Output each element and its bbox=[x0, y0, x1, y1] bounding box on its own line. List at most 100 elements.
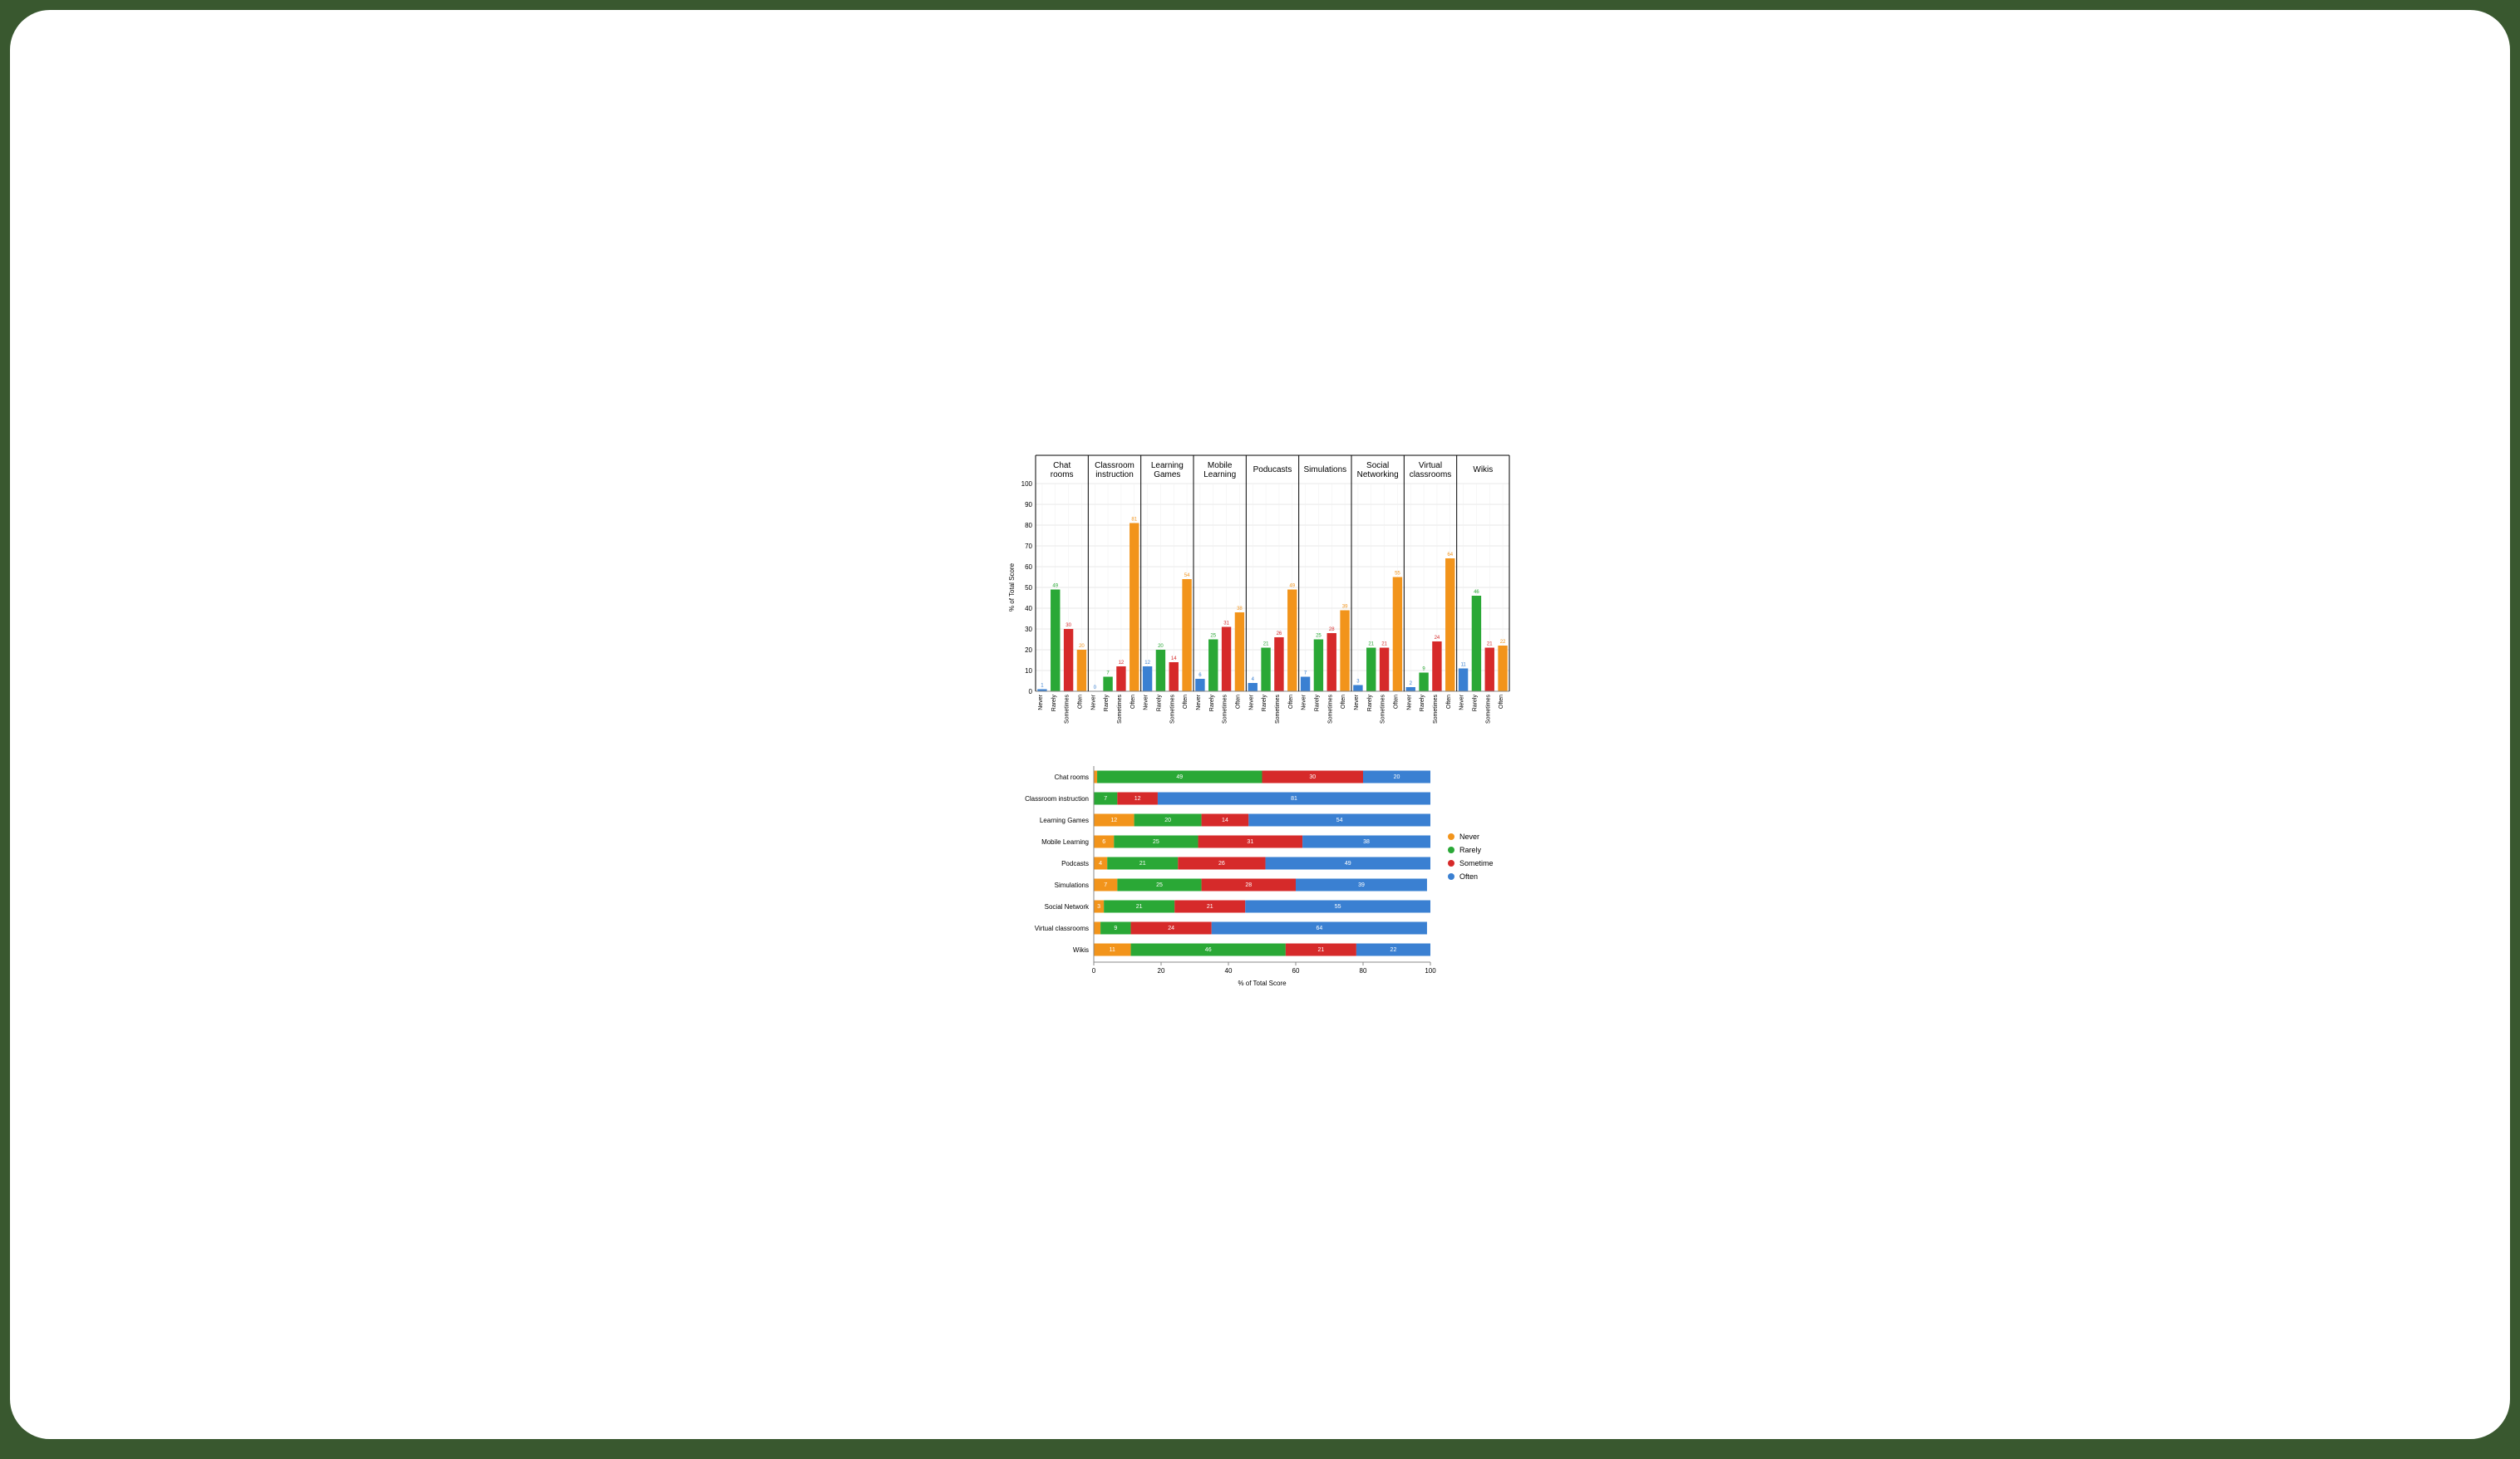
row-label: Chat rooms bbox=[1055, 774, 1089, 781]
svg-text:90: 90 bbox=[1025, 501, 1032, 508]
bar bbox=[1064, 629, 1073, 691]
x-tick-label: Rarely bbox=[1314, 695, 1320, 712]
category-label: Chat bbox=[1053, 461, 1071, 470]
bar-value-label: 20 bbox=[1079, 644, 1085, 649]
x-tick-label: Rarely bbox=[1209, 695, 1215, 712]
x-axis-title: % of Total Score bbox=[1238, 980, 1287, 987]
legend-swatch bbox=[1448, 860, 1454, 867]
row-label: Wikis bbox=[1073, 946, 1089, 954]
x-tick-label: Never bbox=[1248, 694, 1254, 710]
bar bbox=[1287, 590, 1297, 692]
segment-value: 28 bbox=[1245, 882, 1252, 888]
x-tick-label: Rarely bbox=[1051, 695, 1057, 712]
row-label: Virtual classrooms bbox=[1035, 925, 1089, 932]
bar bbox=[1419, 673, 1428, 692]
x-tick-label: Often bbox=[1446, 695, 1452, 709]
x-tick-label: Often bbox=[1341, 695, 1346, 709]
svg-text:50: 50 bbox=[1025, 584, 1032, 592]
bar-value-label: 7 bbox=[1106, 671, 1110, 676]
bar-value-label: 49 bbox=[1289, 584, 1295, 589]
x-tick-label: 80 bbox=[1360, 967, 1367, 975]
bar bbox=[1156, 650, 1165, 691]
category-label: Poducasts bbox=[1253, 465, 1292, 474]
x-tick-label: Never bbox=[1144, 694, 1149, 710]
bar-value-label: 9 bbox=[1422, 667, 1425, 672]
x-tick-label: Often bbox=[1235, 695, 1241, 709]
bar-value-label: 3 bbox=[1356, 680, 1360, 685]
segment-value: 30 bbox=[1309, 774, 1316, 780]
bar-value-label: 14 bbox=[1171, 656, 1177, 661]
bar-value-label: 81 bbox=[1131, 518, 1137, 523]
segment-value: 7 bbox=[1104, 882, 1107, 888]
segment-value: 7 bbox=[1104, 796, 1107, 802]
bar bbox=[1248, 683, 1258, 691]
x-tick-label: Sometimes bbox=[1433, 695, 1439, 725]
legend-swatch bbox=[1448, 833, 1454, 840]
segment-value: 6 bbox=[1102, 839, 1105, 845]
bar-value-label: 12 bbox=[1119, 661, 1125, 666]
bar-value-label: 21 bbox=[1487, 642, 1493, 647]
bar-value-label: 20 bbox=[1158, 644, 1164, 649]
legend-label: Rarely bbox=[1459, 846, 1482, 854]
category-label: Classroom bbox=[1095, 461, 1134, 470]
category-label: Virtual bbox=[1419, 461, 1442, 470]
x-tick-label: Rarely bbox=[1367, 695, 1373, 712]
segment-value: 64 bbox=[1316, 926, 1322, 931]
bar bbox=[1340, 611, 1349, 692]
bar-value-label: 2 bbox=[1410, 681, 1413, 686]
bar bbox=[1143, 666, 1152, 691]
bar bbox=[1301, 677, 1310, 692]
segment-value: 24 bbox=[1168, 926, 1174, 931]
bar bbox=[1274, 637, 1283, 691]
bar-value-label: 21 bbox=[1368, 642, 1374, 647]
x-tick-label: Often bbox=[1288, 695, 1294, 709]
segment-value: 55 bbox=[1335, 904, 1341, 910]
segment-value: 9 bbox=[1114, 926, 1117, 931]
row-label: Classroom instruction bbox=[1025, 795, 1089, 803]
x-tick-label: Rarely bbox=[1156, 695, 1162, 712]
svg-text:10: 10 bbox=[1025, 667, 1032, 675]
legend-label: Often bbox=[1459, 872, 1478, 881]
x-tick-label: Never bbox=[1406, 694, 1412, 710]
x-tick-label: Never bbox=[1196, 694, 1202, 710]
bar bbox=[1130, 523, 1139, 692]
bar bbox=[1406, 687, 1415, 691]
x-tick-label: Never bbox=[1302, 694, 1307, 710]
bar bbox=[1103, 677, 1112, 692]
bar bbox=[1116, 666, 1125, 691]
x-tick-label: Rarely bbox=[1420, 695, 1425, 712]
x-tick-label: Rarely bbox=[1262, 695, 1267, 712]
row-label: Learning Games bbox=[1040, 817, 1089, 824]
category-label: rooms bbox=[1051, 470, 1074, 479]
bar-value-label: 30 bbox=[1066, 623, 1071, 628]
segment-value: 31 bbox=[1247, 839, 1253, 845]
x-tick-label: Often bbox=[1393, 695, 1399, 709]
bar bbox=[1498, 646, 1507, 691]
bar bbox=[1051, 590, 1060, 692]
category-label: Simulations bbox=[1303, 465, 1346, 474]
bar-value-label: 38 bbox=[1237, 607, 1243, 612]
bar bbox=[1366, 648, 1376, 692]
segment-value: 54 bbox=[1336, 818, 1343, 823]
bar bbox=[1393, 577, 1402, 692]
segment-value: 20 bbox=[1164, 818, 1171, 823]
bar-value-label: 6 bbox=[1198, 673, 1202, 678]
bar-value-label: 46 bbox=[1474, 590, 1479, 595]
charts-container: 0102030405060708090100% of Total Score1N… bbox=[1002, 450, 1518, 999]
x-tick-label: Often bbox=[1499, 695, 1504, 709]
bar-value-label: 54 bbox=[1184, 573, 1190, 578]
category-label: Learning bbox=[1203, 470, 1236, 479]
bar bbox=[1077, 650, 1086, 691]
segment-value: 26 bbox=[1218, 861, 1225, 867]
bar-value-label: 22 bbox=[1500, 640, 1506, 645]
x-tick-label: Never bbox=[1459, 694, 1465, 710]
bar bbox=[1261, 648, 1270, 692]
segment-value: 12 bbox=[1110, 818, 1117, 823]
row-label: Podcasts bbox=[1061, 860, 1089, 867]
x-tick-label: Often bbox=[1130, 695, 1136, 709]
x-tick-label: 0 bbox=[1092, 967, 1096, 975]
svg-text:100: 100 bbox=[1021, 480, 1033, 488]
category-label: instruction bbox=[1095, 470, 1134, 479]
bar bbox=[1485, 648, 1494, 692]
category-label: Games bbox=[1154, 470, 1180, 479]
